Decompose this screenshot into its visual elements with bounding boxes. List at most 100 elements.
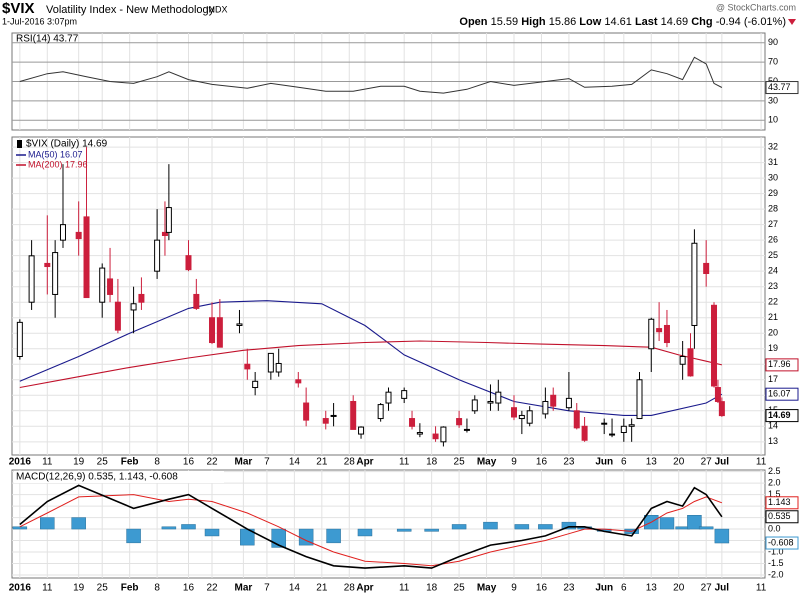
quote: Open 15.59 High 15.86 Low 14.61 Last 14.…	[459, 16, 786, 28]
x-tick-label: 7	[264, 583, 270, 594]
y-tick-label: 1.5	[768, 489, 781, 499]
x-tick-label: Jun	[595, 583, 613, 594]
value-tag	[765, 387, 799, 401]
y-tick-label: -1.0	[768, 546, 784, 556]
y-tick-label: 90	[768, 37, 778, 47]
candle-body	[114, 301, 121, 331]
candle-body	[52, 252, 59, 295]
candle-body	[518, 414, 525, 420]
symbol: $VIX	[2, 0, 35, 17]
x-tick-label: Apr	[356, 583, 373, 594]
y-tick-label: 0.0	[768, 523, 781, 533]
candle-body	[28, 255, 35, 303]
legend-bg	[14, 471, 224, 483]
y-tick-label: 2.5	[768, 466, 781, 476]
y-tick-label: 26	[768, 235, 778, 245]
histogram-bar	[561, 521, 577, 530]
candle-body	[59, 224, 66, 241]
histogram-bar	[326, 528, 341, 544]
quote-value: 14.61	[604, 16, 632, 28]
moving-average	[19, 340, 723, 389]
value-tag-label: 14.69	[768, 410, 791, 420]
candle-body	[130, 303, 137, 311]
value-tag	[765, 409, 799, 423]
histogram-bar	[40, 517, 55, 530]
candle-body	[44, 262, 51, 268]
x-tick-label: 22	[206, 583, 218, 594]
y-tick-label: 50	[768, 76, 778, 86]
y-tick-label: 2.0	[768, 477, 781, 487]
y-tick-label: 21	[768, 312, 778, 322]
candle-body	[75, 231, 82, 240]
x-tick-label: 13	[646, 457, 658, 468]
candle-body	[358, 426, 365, 435]
candle-body	[154, 239, 161, 272]
value-tag	[765, 536, 799, 550]
x-tick-label: 6	[621, 583, 627, 594]
signal-line	[19, 494, 723, 567]
y-tick-label: 30	[768, 95, 778, 105]
candle-body	[648, 318, 655, 350]
x-tick-label: 6	[621, 457, 627, 468]
y-tick-label: 32	[768, 141, 778, 151]
y-tick-label: -1.5	[768, 558, 784, 568]
candle-body	[185, 255, 192, 271]
y-tick-label: 29	[768, 188, 778, 198]
x-tick-label: 27	[701, 457, 713, 468]
x-tick-label: 25	[454, 583, 466, 594]
credit: @ StockCharts.com	[716, 2, 796, 12]
candle-body	[687, 348, 694, 377]
value-tag-label: 16.07	[768, 389, 791, 399]
candle-body	[581, 425, 588, 441]
rsi-line	[19, 56, 723, 94]
candle-body	[350, 400, 357, 430]
candle-body	[463, 428, 470, 431]
x-tick-label: 21	[316, 583, 328, 594]
histogram-bar	[698, 526, 714, 530]
candle-body	[703, 262, 710, 275]
candle-body	[711, 304, 718, 387]
y-tick-label: 25	[768, 250, 778, 260]
candle-body	[295, 379, 302, 384]
legend-label: MA(200) 17.96	[28, 159, 88, 169]
candle-body	[609, 433, 616, 436]
quote-label: Open	[459, 16, 487, 28]
value-tag	[765, 358, 799, 372]
value-tag-label: 0.535	[768, 511, 791, 521]
candle-body	[601, 422, 608, 425]
x-tick-label: 7	[264, 457, 270, 468]
legend-label: $VIX (Daily) 14.69	[26, 139, 108, 150]
candle-body	[416, 432, 423, 435]
macd-line	[19, 484, 723, 569]
y-tick-label: 27	[768, 219, 778, 229]
x-tick-label: 19	[73, 583, 85, 594]
x-tick-label: 2016	[9, 457, 32, 468]
date: 1-Jul-2016 3:07pm	[2, 16, 77, 26]
candle-body	[377, 404, 384, 420]
x-tick-label: 18	[426, 457, 438, 468]
y-tick-label: 14	[768, 421, 778, 431]
candle-body	[487, 400, 494, 404]
quote-label: Last	[635, 16, 658, 28]
candle-body	[138, 293, 145, 303]
x-tick-label: Apr	[356, 457, 373, 468]
histogram-bar	[538, 524, 553, 530]
candle-body	[550, 394, 557, 407]
y-tick-label: 28	[768, 204, 778, 214]
y-tick-label: 23	[768, 281, 778, 291]
description: Volatility Index - New Methodology	[46, 4, 215, 16]
histogram-bar	[161, 526, 177, 530]
y-tick-label: 10	[768, 115, 778, 125]
histogram-bar	[181, 524, 196, 530]
x-tick-label: 14	[289, 583, 301, 594]
x-tick-label: 16	[536, 583, 548, 594]
candle-body	[440, 426, 447, 443]
x-tick-label: 20	[673, 457, 685, 468]
y-tick-label: 70	[768, 56, 778, 66]
candle-body	[401, 390, 408, 399]
value-tag	[765, 496, 799, 510]
quote-value: 15.59	[491, 16, 519, 28]
candle-body	[193, 293, 200, 309]
histogram-bar	[451, 524, 467, 530]
